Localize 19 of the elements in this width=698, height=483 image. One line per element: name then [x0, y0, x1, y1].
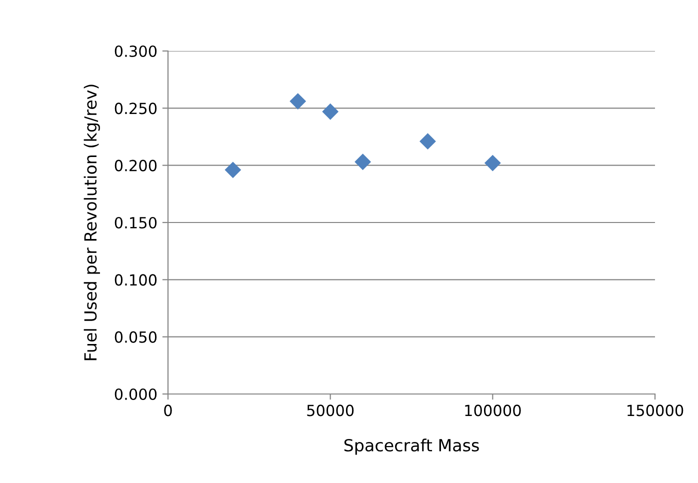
- y-tick-label: 0.250: [114, 102, 157, 114]
- x-axis-title: Spacecraft Mass: [344, 438, 479, 455]
- y-tick-label: 0.150: [114, 216, 157, 229]
- point: [354, 154, 372, 170]
- y-tick-label: 0.200: [114, 160, 157, 172]
- point: [484, 154, 501, 172]
- y-tick-label: 0.050: [114, 331, 157, 343]
- y-tick-label: 0.000: [114, 388, 157, 400]
- x-tick-label: 50000: [307, 404, 354, 416]
- point: [420, 133, 436, 150]
- point: [322, 103, 339, 120]
- y-axis-title: Fuel Used per Revolution (kg/rev): [84, 84, 100, 360]
- x-tick-label: 100000: [465, 404, 521, 416]
- y-tick-label: 0.300: [114, 45, 157, 58]
- x-tick-label: 0: [164, 404, 172, 416]
- x-tick-label: 150000: [628, 404, 684, 416]
- point: [224, 162, 242, 178]
- point: [290, 93, 306, 110]
- y-tick-label: 0.100: [114, 274, 157, 286]
